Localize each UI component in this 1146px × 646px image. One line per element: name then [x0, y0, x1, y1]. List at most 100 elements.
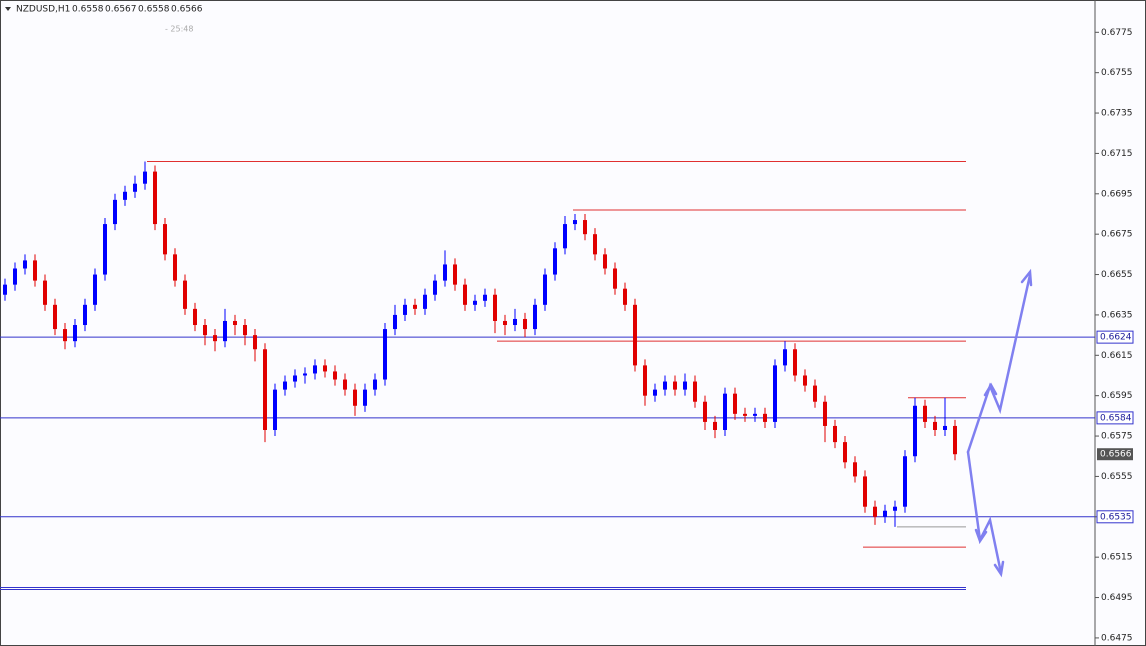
- candle-body: [163, 224, 167, 255]
- candle-body: [173, 254, 177, 281]
- candle-body: [393, 314, 397, 330]
- candle-body: [923, 405, 927, 422]
- candle-body: [63, 329, 67, 342]
- candle-body: [443, 264, 447, 281]
- candle-body: [613, 268, 617, 289]
- candle-body: [823, 401, 827, 426]
- candle-body: [303, 373, 307, 376]
- candle-body: [423, 294, 427, 309]
- y-tick-label: 0.6615: [1101, 351, 1133, 361]
- y-tick-label: 0.6515: [1101, 553, 1133, 563]
- candle-body: [53, 304, 57, 330]
- candle-body: [753, 413, 757, 416]
- candle-body: [833, 425, 837, 443]
- candle-body: [453, 264, 457, 285]
- candle-body: [363, 389, 367, 406]
- header-price: 0.6558: [72, 5, 104, 15]
- candle-body: [873, 506, 877, 517]
- candle-body: [183, 280, 187, 309]
- candle-body: [493, 294, 497, 321]
- candle-body: [313, 365, 317, 374]
- candle-body: [953, 425, 957, 455]
- candle-body: [523, 318, 527, 330]
- y-tick-label: 0.6755: [1101, 68, 1133, 78]
- candle-body: [433, 280, 437, 295]
- y-tick-label: 0.6595: [1101, 391, 1133, 401]
- candle-body: [113, 199, 117, 225]
- candle-body: [743, 413, 747, 416]
- candle-body: [293, 375, 297, 382]
- chart-title: NZDUSD,H1: [16, 5, 70, 15]
- candle-body: [583, 220, 587, 235]
- candle-body: [673, 381, 677, 390]
- candle-body: [533, 304, 537, 330]
- y-tick-label: 0.6695: [1101, 189, 1133, 199]
- candle-body: [413, 304, 417, 309]
- candle-body: [733, 393, 737, 414]
- header-price: 0.6567: [105, 5, 137, 15]
- candle-body: [73, 325, 77, 342]
- candle-body: [773, 365, 777, 422]
- candle-body: [623, 288, 627, 305]
- candle-body: [793, 349, 797, 376]
- price-label: 0.6584: [1100, 413, 1132, 423]
- header-price: 0.6566: [171, 5, 203, 15]
- price-label: 0.6535: [1100, 512, 1132, 522]
- forecast-arrows: [966, 268, 1033, 578]
- candle-body: [573, 220, 577, 225]
- candle-body: [143, 171, 147, 184]
- candle-body: [263, 349, 267, 430]
- candle-body: [23, 260, 27, 269]
- candle-body: [283, 381, 287, 390]
- y-tick-label: 0.6655: [1101, 270, 1133, 280]
- candle-body: [3, 284, 7, 295]
- candle-body: [603, 254, 607, 269]
- candle-body: [253, 335, 257, 350]
- timer: - 25:48: [165, 25, 193, 34]
- candle-body: [463, 284, 467, 305]
- y-tick-label: 0.6675: [1101, 230, 1133, 240]
- candle-body: [213, 335, 217, 342]
- candle-body: [373, 379, 377, 390]
- candle-body: [693, 381, 697, 402]
- price-label-box: [1096, 411, 1134, 425]
- candle-body: [553, 248, 557, 275]
- candle-body: [273, 389, 277, 430]
- candle-body: [83, 304, 87, 326]
- candle-body: [203, 325, 207, 336]
- candle-body: [883, 510, 887, 517]
- candle-body: [43, 280, 47, 305]
- menu-arrow: [5, 7, 11, 11]
- candle-body: [593, 234, 597, 255]
- candle-body: [893, 506, 897, 511]
- current-price-box: [1097, 448, 1133, 461]
- candle-body: [223, 320, 227, 342]
- candle-body: [903, 456, 907, 507]
- candle-body: [233, 320, 237, 326]
- candle-body: [843, 442, 847, 463]
- candle-body: [653, 389, 657, 396]
- candle-body: [913, 405, 917, 457]
- header-price: 0.6558: [138, 5, 170, 15]
- candle-body: [243, 325, 247, 336]
- y-tick-label: 0.6775: [1101, 28, 1133, 38]
- price-label-box: [1096, 510, 1134, 524]
- candle-body: [333, 371, 337, 380]
- candle-body: [543, 274, 547, 305]
- candle-body: [703, 401, 707, 422]
- candle-body: [683, 381, 687, 390]
- candle-body: [133, 183, 137, 192]
- candle-body: [863, 476, 867, 507]
- candle-body: [803, 375, 807, 386]
- candle-body: [763, 413, 767, 422]
- candle-body: [563, 224, 567, 249]
- candle-body: [713, 421, 717, 430]
- candle-body: [103, 224, 107, 275]
- price-label-box: [1096, 330, 1134, 344]
- y-tick-label: 0.6495: [1101, 593, 1133, 603]
- candle-body: [853, 462, 857, 477]
- candle-body: [473, 300, 477, 305]
- candle-body: [353, 389, 357, 406]
